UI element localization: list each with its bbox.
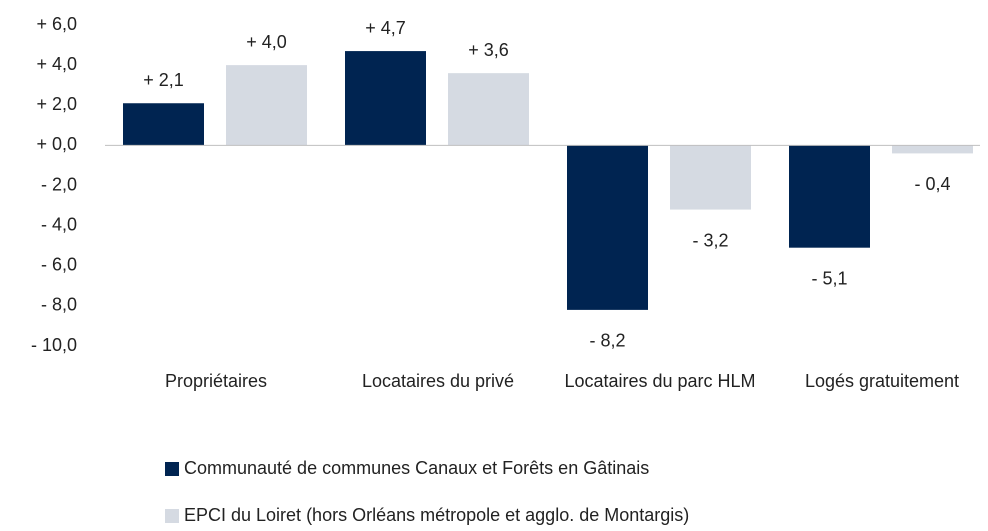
bar [448,73,529,146]
bar [670,145,751,210]
x-tick-label: Locataires du privé [361,371,515,391]
y-tick-label: - 2,0 [41,174,77,194]
y-tick-label: - 8,0 [41,295,77,315]
legend-swatch [165,508,179,523]
value-label: + 2,1 [143,70,184,90]
legend-item: Communauté de communes Canaux et Forêts … [165,458,649,479]
bar [226,65,307,146]
bar [345,51,426,146]
bar [123,103,204,146]
value-label: - 3,2 [692,230,728,250]
y-tick-label: - 4,0 [41,214,77,234]
y-tick-label: + 0,0 [36,134,77,154]
legend-label: Communauté de communes Canaux et Forêts … [184,458,650,478]
legend-item: EPCI du Loiret (hors Orléans métropole e… [165,505,689,526]
x-tick-label: Locataires du parc HLM [564,371,756,391]
value-label: - 5,1 [811,268,847,288]
value-label: + 4,0 [246,32,287,52]
x-tick-label: Propriétaires [164,371,268,391]
value-label: - 0,4 [914,174,950,194]
y-tick-label: + 2,0 [36,94,77,114]
legend-label: EPCI du Loiret (hors Orléans métropole e… [184,505,690,525]
y-tick-label: - 6,0 [41,255,77,275]
y-tick-label: + 4,0 [36,54,77,74]
y-tick-label: - 10,0 [31,335,77,355]
value-label: + 4,7 [365,18,406,38]
y-tick-label: + 6,0 [36,14,77,34]
legend-swatch [165,461,179,476]
value-label: + 3,6 [468,40,509,60]
x-tick-label: Logés gratuitement [804,371,960,391]
bar [789,145,870,248]
value-label: - 8,2 [589,331,625,351]
bar [892,145,973,154]
bar [567,145,648,310]
